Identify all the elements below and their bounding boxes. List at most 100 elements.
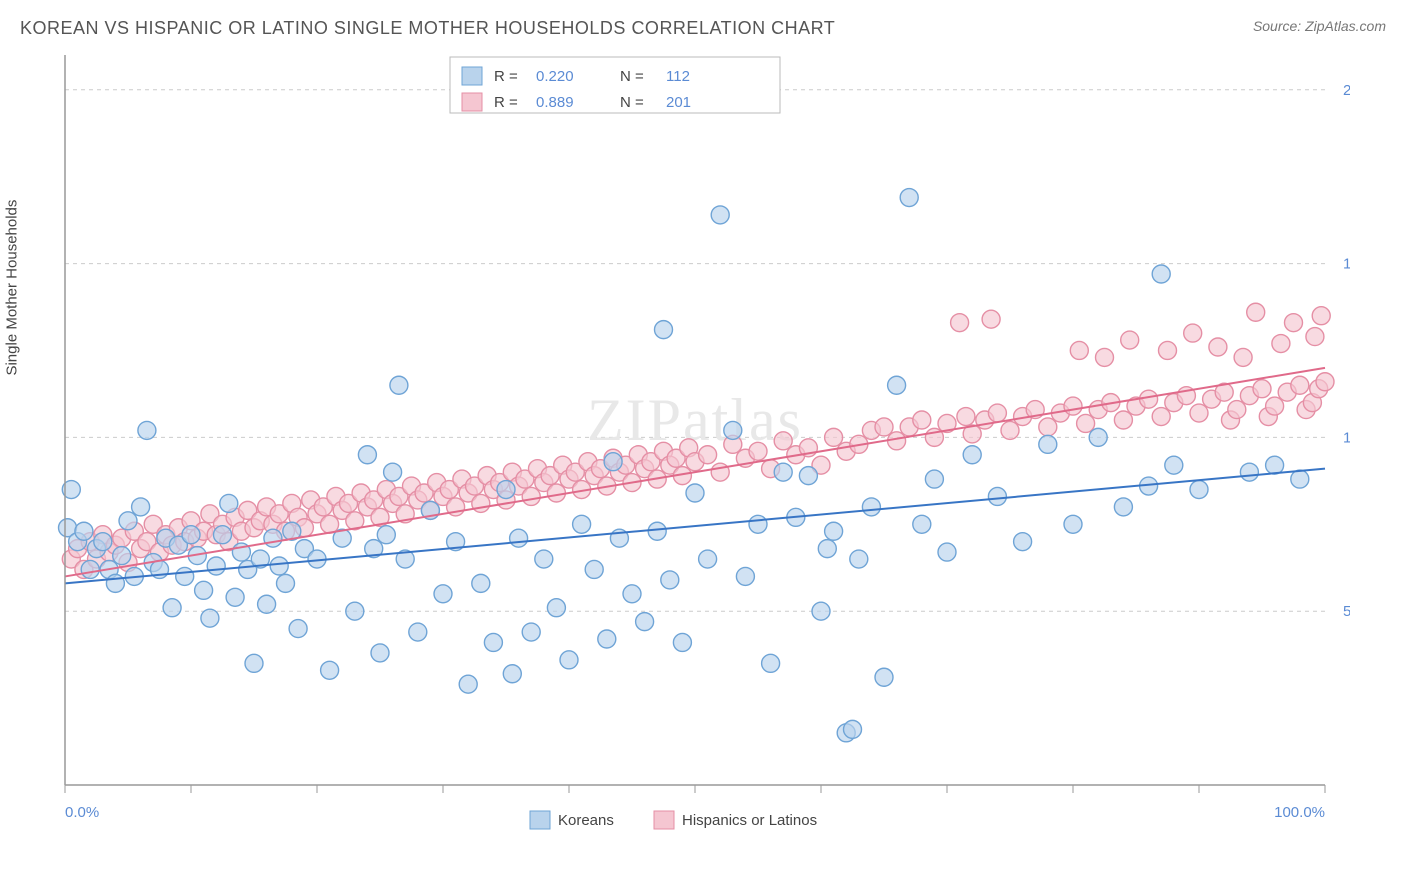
korean-point <box>850 550 868 568</box>
hispanic-point <box>1316 373 1334 391</box>
korean-point <box>585 560 603 578</box>
korean-point <box>434 585 452 603</box>
korean-point <box>736 567 754 585</box>
korean-point <box>106 574 124 592</box>
hispanic-point <box>1253 380 1271 398</box>
korean-point <box>384 463 402 481</box>
korean-point <box>358 446 376 464</box>
korean-point <box>138 421 156 439</box>
korean-point <box>812 602 830 620</box>
korean-point <box>258 595 276 613</box>
hispanic-point <box>888 432 906 450</box>
hispanic-point <box>1096 348 1114 366</box>
hispanic-r-value: 0.889 <box>536 94 574 111</box>
y-tick-label: 15.0% <box>1343 256 1350 273</box>
korean-point <box>963 446 981 464</box>
korean-r-value: 0.220 <box>536 68 574 85</box>
korean-point <box>226 588 244 606</box>
korean-point <box>321 661 339 679</box>
hispanic-point <box>957 408 975 426</box>
hispanic-point <box>1070 341 1088 359</box>
korean-point <box>560 651 578 669</box>
korean-point <box>510 529 528 547</box>
hispanic-point <box>951 314 969 332</box>
korean-point <box>1190 481 1208 499</box>
korean-point <box>636 613 654 631</box>
korean-point <box>522 623 540 641</box>
korean-point <box>724 421 742 439</box>
korean-point <box>648 522 666 540</box>
hispanic-point <box>1228 401 1246 419</box>
correlation-chart: 5.0%10.0%15.0%20.0%ZIPatlas0.0%100.0%R =… <box>20 45 1350 865</box>
korean-point <box>472 574 490 592</box>
y-tick-label: 20.0% <box>1343 82 1350 99</box>
korean-point <box>182 526 200 544</box>
korean-point <box>503 665 521 683</box>
hispanic-point <box>472 494 490 512</box>
korean-point <box>119 512 137 530</box>
hispanic-point <box>774 432 792 450</box>
korean-point <box>938 543 956 561</box>
chart-title: KOREAN VS HISPANIC OR LATINO SINGLE MOTH… <box>20 18 835 39</box>
korean-point <box>1266 456 1284 474</box>
hispanic-point <box>1209 338 1227 356</box>
korean-point <box>1165 456 1183 474</box>
hispanic-point <box>988 404 1006 422</box>
korean-point <box>289 620 307 638</box>
korean-point <box>195 581 213 599</box>
hispanic-legend-label: Hispanics or Latinos <box>682 812 817 829</box>
hispanic-point <box>1121 331 1139 349</box>
korean-point <box>1291 470 1309 488</box>
legend-r-label: R = <box>494 94 518 111</box>
hispanic-point <box>1077 414 1095 432</box>
korean-point <box>245 654 263 672</box>
hispanic-point <box>1039 418 1057 436</box>
korean-point <box>132 498 150 516</box>
korean-point <box>346 602 364 620</box>
hispanic-point <box>875 418 893 436</box>
korean-point <box>844 720 862 738</box>
korean-point <box>1014 533 1032 551</box>
korean-point <box>988 487 1006 505</box>
hispanic-point <box>1159 341 1177 359</box>
korean-point <box>1240 463 1258 481</box>
hispanic-point <box>699 446 717 464</box>
korean-point <box>655 321 673 339</box>
korean-point <box>604 453 622 471</box>
hispanic-point <box>1114 411 1132 429</box>
x-tick-label: 0.0% <box>65 804 99 821</box>
korean-point <box>371 644 389 662</box>
hispanic-point <box>1234 348 1252 366</box>
korean-legend-swatch <box>530 811 550 829</box>
legend-r-label: R = <box>494 68 518 85</box>
chart-source: Source: ZipAtlas.com <box>1253 18 1386 34</box>
hispanic-point <box>1312 307 1330 325</box>
korean-point <box>176 567 194 585</box>
korean-point <box>497 481 515 499</box>
korean-point <box>264 529 282 547</box>
y-tick-label: 10.0% <box>1343 429 1350 446</box>
korean-point <box>699 550 717 568</box>
korean-point <box>547 599 565 617</box>
hispanic-point <box>1272 335 1290 353</box>
korean-point <box>825 522 843 540</box>
legend-n-label: N = <box>620 68 644 85</box>
korean-point <box>1039 435 1057 453</box>
hispanic-point <box>1247 303 1265 321</box>
hispanic-point <box>749 442 767 460</box>
korean-point <box>623 585 641 603</box>
korean-point <box>207 557 225 575</box>
korean-point <box>673 633 691 651</box>
hispanic-point <box>1184 324 1202 342</box>
korean-point <box>390 376 408 394</box>
hispanic-point <box>1001 421 1019 439</box>
korean-legend-label: Koreans <box>558 812 614 829</box>
hispanic-legend-swatch <box>654 811 674 829</box>
korean-point <box>818 540 836 558</box>
x-tick-label: 100.0% <box>1274 804 1325 821</box>
korean-point <box>900 189 918 207</box>
korean-point <box>94 533 112 551</box>
korean-point <box>573 515 591 533</box>
hispanic-point <box>1140 390 1158 408</box>
hispanic-point <box>1266 397 1284 415</box>
